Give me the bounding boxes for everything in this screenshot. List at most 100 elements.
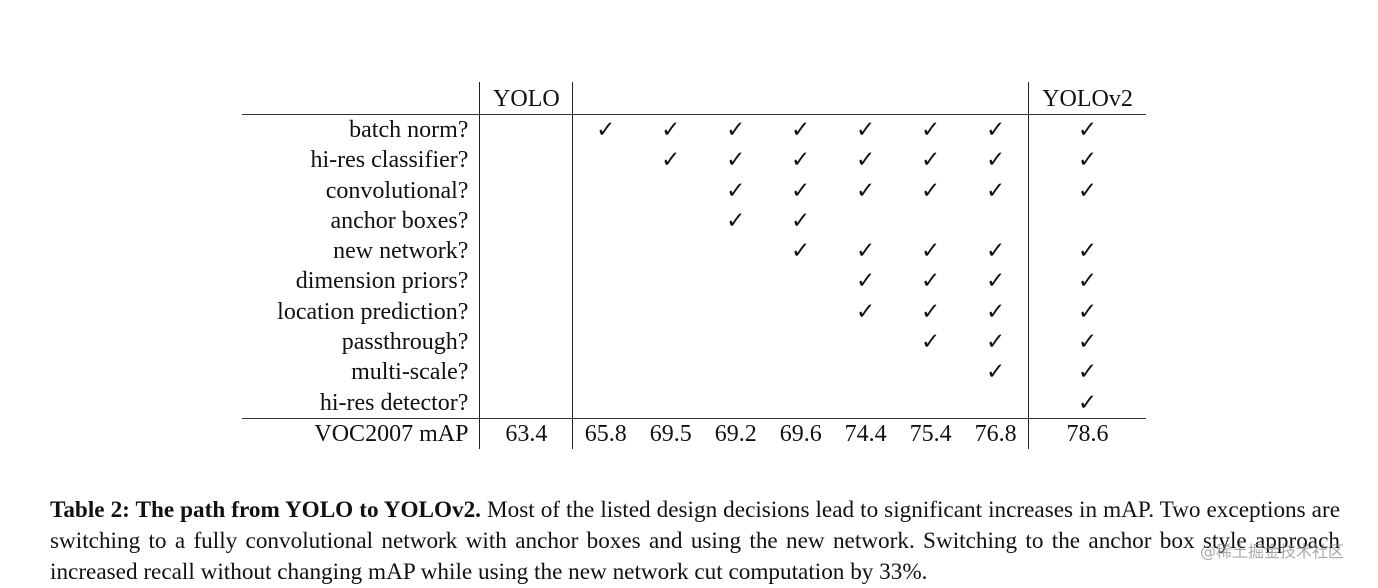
check-icon: [638, 327, 703, 357]
map-result-row: VOC2007 mAP 63.4 65.8 69.5 69.2 69.6 74.…: [242, 417, 1146, 450]
header-step-7: [963, 82, 1029, 115]
check-icon: ✓: [920, 147, 941, 173]
check-icon: [572, 357, 639, 388]
row-label: anchor boxes?: [330, 207, 469, 234]
check-icon: ✓: [920, 238, 941, 264]
ablation-table-container: YOLO YOLOv2 batch norm? ✓ ✓ ✓ ✓ ✓ ✓ ✓ ✓ …: [242, 82, 1146, 450]
check-icon: ✓: [856, 147, 876, 173]
check-icon: ✓: [1028, 114, 1146, 146]
check-icon: [1028, 205, 1146, 237]
caption-text: Most of the listed design decisions lead…: [50, 497, 1340, 586]
check-icon: ✓: [572, 114, 639, 146]
row-label: passthrough?: [341, 329, 469, 356]
check-icon: ✓: [726, 117, 746, 142]
check-icon: [572, 175, 639, 206]
check-icon: [963, 388, 1028, 419]
check-icon: ✓: [661, 117, 681, 142]
check-icon: [479, 327, 573, 358]
check-icon: ✓: [791, 117, 811, 142]
check-icon: ✓: [985, 238, 1006, 264]
result-value-step: 74.4: [833, 417, 899, 450]
result-value-yolov2: 78.6: [1028, 417, 1146, 450]
check-icon: ✓: [726, 207, 746, 233]
check-icon: ✓: [1028, 387, 1146, 419]
table-row: hi-res detector? ✓: [242, 387, 1146, 419]
check-icon: [638, 388, 703, 419]
check-icon: [479, 205, 573, 237]
check-icon: [479, 236, 573, 267]
table-row: dimension priors? ✓ ✓ ✓ ✓: [242, 266, 1146, 297]
check-icon: ✓: [1028, 236, 1146, 267]
result-label: VOC2007 mAP: [242, 417, 480, 450]
check-icon: ✓: [726, 147, 746, 173]
check-icon: ✓: [920, 117, 941, 142]
check-icon: ✓: [1028, 175, 1146, 206]
check-icon: [768, 357, 833, 387]
caption-label: Table 2: The path from YOLO to YOLOv2.: [50, 497, 481, 524]
header-step-5: [833, 82, 899, 115]
check-icon: ✓: [791, 177, 811, 203]
check-icon: ✓: [920, 329, 941, 355]
check-icon: [703, 266, 768, 296]
table-caption: Table 2: The path from YOLO to YOLOv2. M…: [50, 495, 1340, 588]
check-icon: ✓: [856, 238, 876, 264]
table-row: multi-scale? ✓ ✓: [242, 357, 1146, 388]
header-step-4: [768, 82, 834, 115]
table-row: location prediction? ✓ ✓ ✓ ✓: [242, 296, 1146, 328]
check-icon: ✓: [661, 147, 681, 173]
check-icon: [638, 266, 703, 296]
result-value-step: 76.8: [963, 417, 1029, 450]
check-icon: [572, 145, 639, 176]
check-icon: [479, 145, 573, 176]
check-icon: ✓: [985, 298, 1006, 324]
check-icon: [833, 206, 898, 236]
check-icon: [963, 206, 1028, 236]
check-icon: ✓: [1028, 357, 1146, 388]
header-step-6: [898, 82, 964, 115]
check-icon: ✓: [985, 177, 1006, 203]
check-icon: ✓: [985, 147, 1006, 173]
check-icon: ✓: [1028, 266, 1146, 297]
row-label: hi-res detector?: [319, 389, 469, 416]
check-icon: [479, 296, 573, 328]
check-icon: [833, 327, 898, 357]
check-icon: ✓: [1028, 327, 1146, 358]
ablation-table: YOLO YOLOv2 batch norm? ✓ ✓ ✓ ✓ ✓ ✓ ✓ ✓ …: [242, 82, 1146, 450]
table-row: convolutional? ✓ ✓ ✓ ✓ ✓ ✓: [242, 175, 1146, 206]
check-icon: ✓: [856, 117, 876, 142]
check-icon: [638, 236, 703, 266]
check-icon: [479, 175, 573, 206]
row-label: multi-scale?: [351, 359, 469, 386]
check-icon: ✓: [985, 329, 1006, 355]
check-icon: ✓: [1028, 145, 1146, 176]
table-row: hi-res classifier? ✓ ✓ ✓ ✓ ✓ ✓ ✓: [242, 145, 1146, 176]
header-empty-cell: [242, 82, 480, 115]
result-value-step: 69.5: [638, 417, 704, 450]
check-icon: [638, 206, 703, 236]
check-icon: [572, 296, 639, 328]
table-row: batch norm? ✓ ✓ ✓ ✓ ✓ ✓ ✓ ✓: [242, 114, 1146, 146]
result-value-step: 75.4: [898, 417, 964, 450]
result-value-yolo: 63.4: [479, 417, 573, 450]
check-icon: [768, 327, 833, 357]
header-step-3: [703, 82, 769, 115]
row-label: convolutional?: [325, 177, 469, 204]
check-icon: [833, 357, 898, 387]
check-icon: ✓: [920, 298, 941, 324]
check-icon: [479, 387, 573, 419]
row-label: dimension priors?: [295, 268, 469, 295]
check-icon: [638, 357, 703, 387]
check-icon: [898, 357, 963, 387]
check-icon: [572, 327, 639, 358]
table-row: new network? ✓ ✓ ✓ ✓ ✓: [242, 236, 1146, 267]
check-icon: ✓: [791, 238, 811, 264]
check-icon: ✓: [856, 268, 876, 294]
check-icon: ✓: [856, 177, 876, 203]
check-icon: [768, 388, 833, 419]
row-label: batch norm?: [349, 117, 469, 143]
check-icon: [703, 357, 768, 387]
check-icon: ✓: [920, 177, 941, 203]
table-row: passthrough? ✓ ✓ ✓: [242, 327, 1146, 358]
check-icon: ✓: [856, 298, 876, 324]
check-icon: [703, 297, 768, 327]
